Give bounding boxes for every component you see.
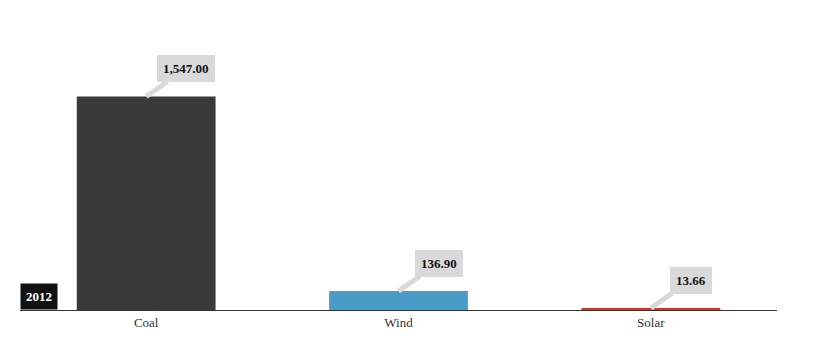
svg-text:Wind: Wind <box>384 315 413 330</box>
svg-text:136.90: 136.90 <box>421 256 457 271</box>
svg-text:Solar: Solar <box>637 315 665 330</box>
svg-text:2012: 2012 <box>26 289 52 304</box>
svg-text:Coal: Coal <box>134 315 159 330</box>
svg-text:1,547.00: 1,547.00 <box>163 61 209 76</box>
svg-text:13.66: 13.66 <box>676 273 706 288</box>
